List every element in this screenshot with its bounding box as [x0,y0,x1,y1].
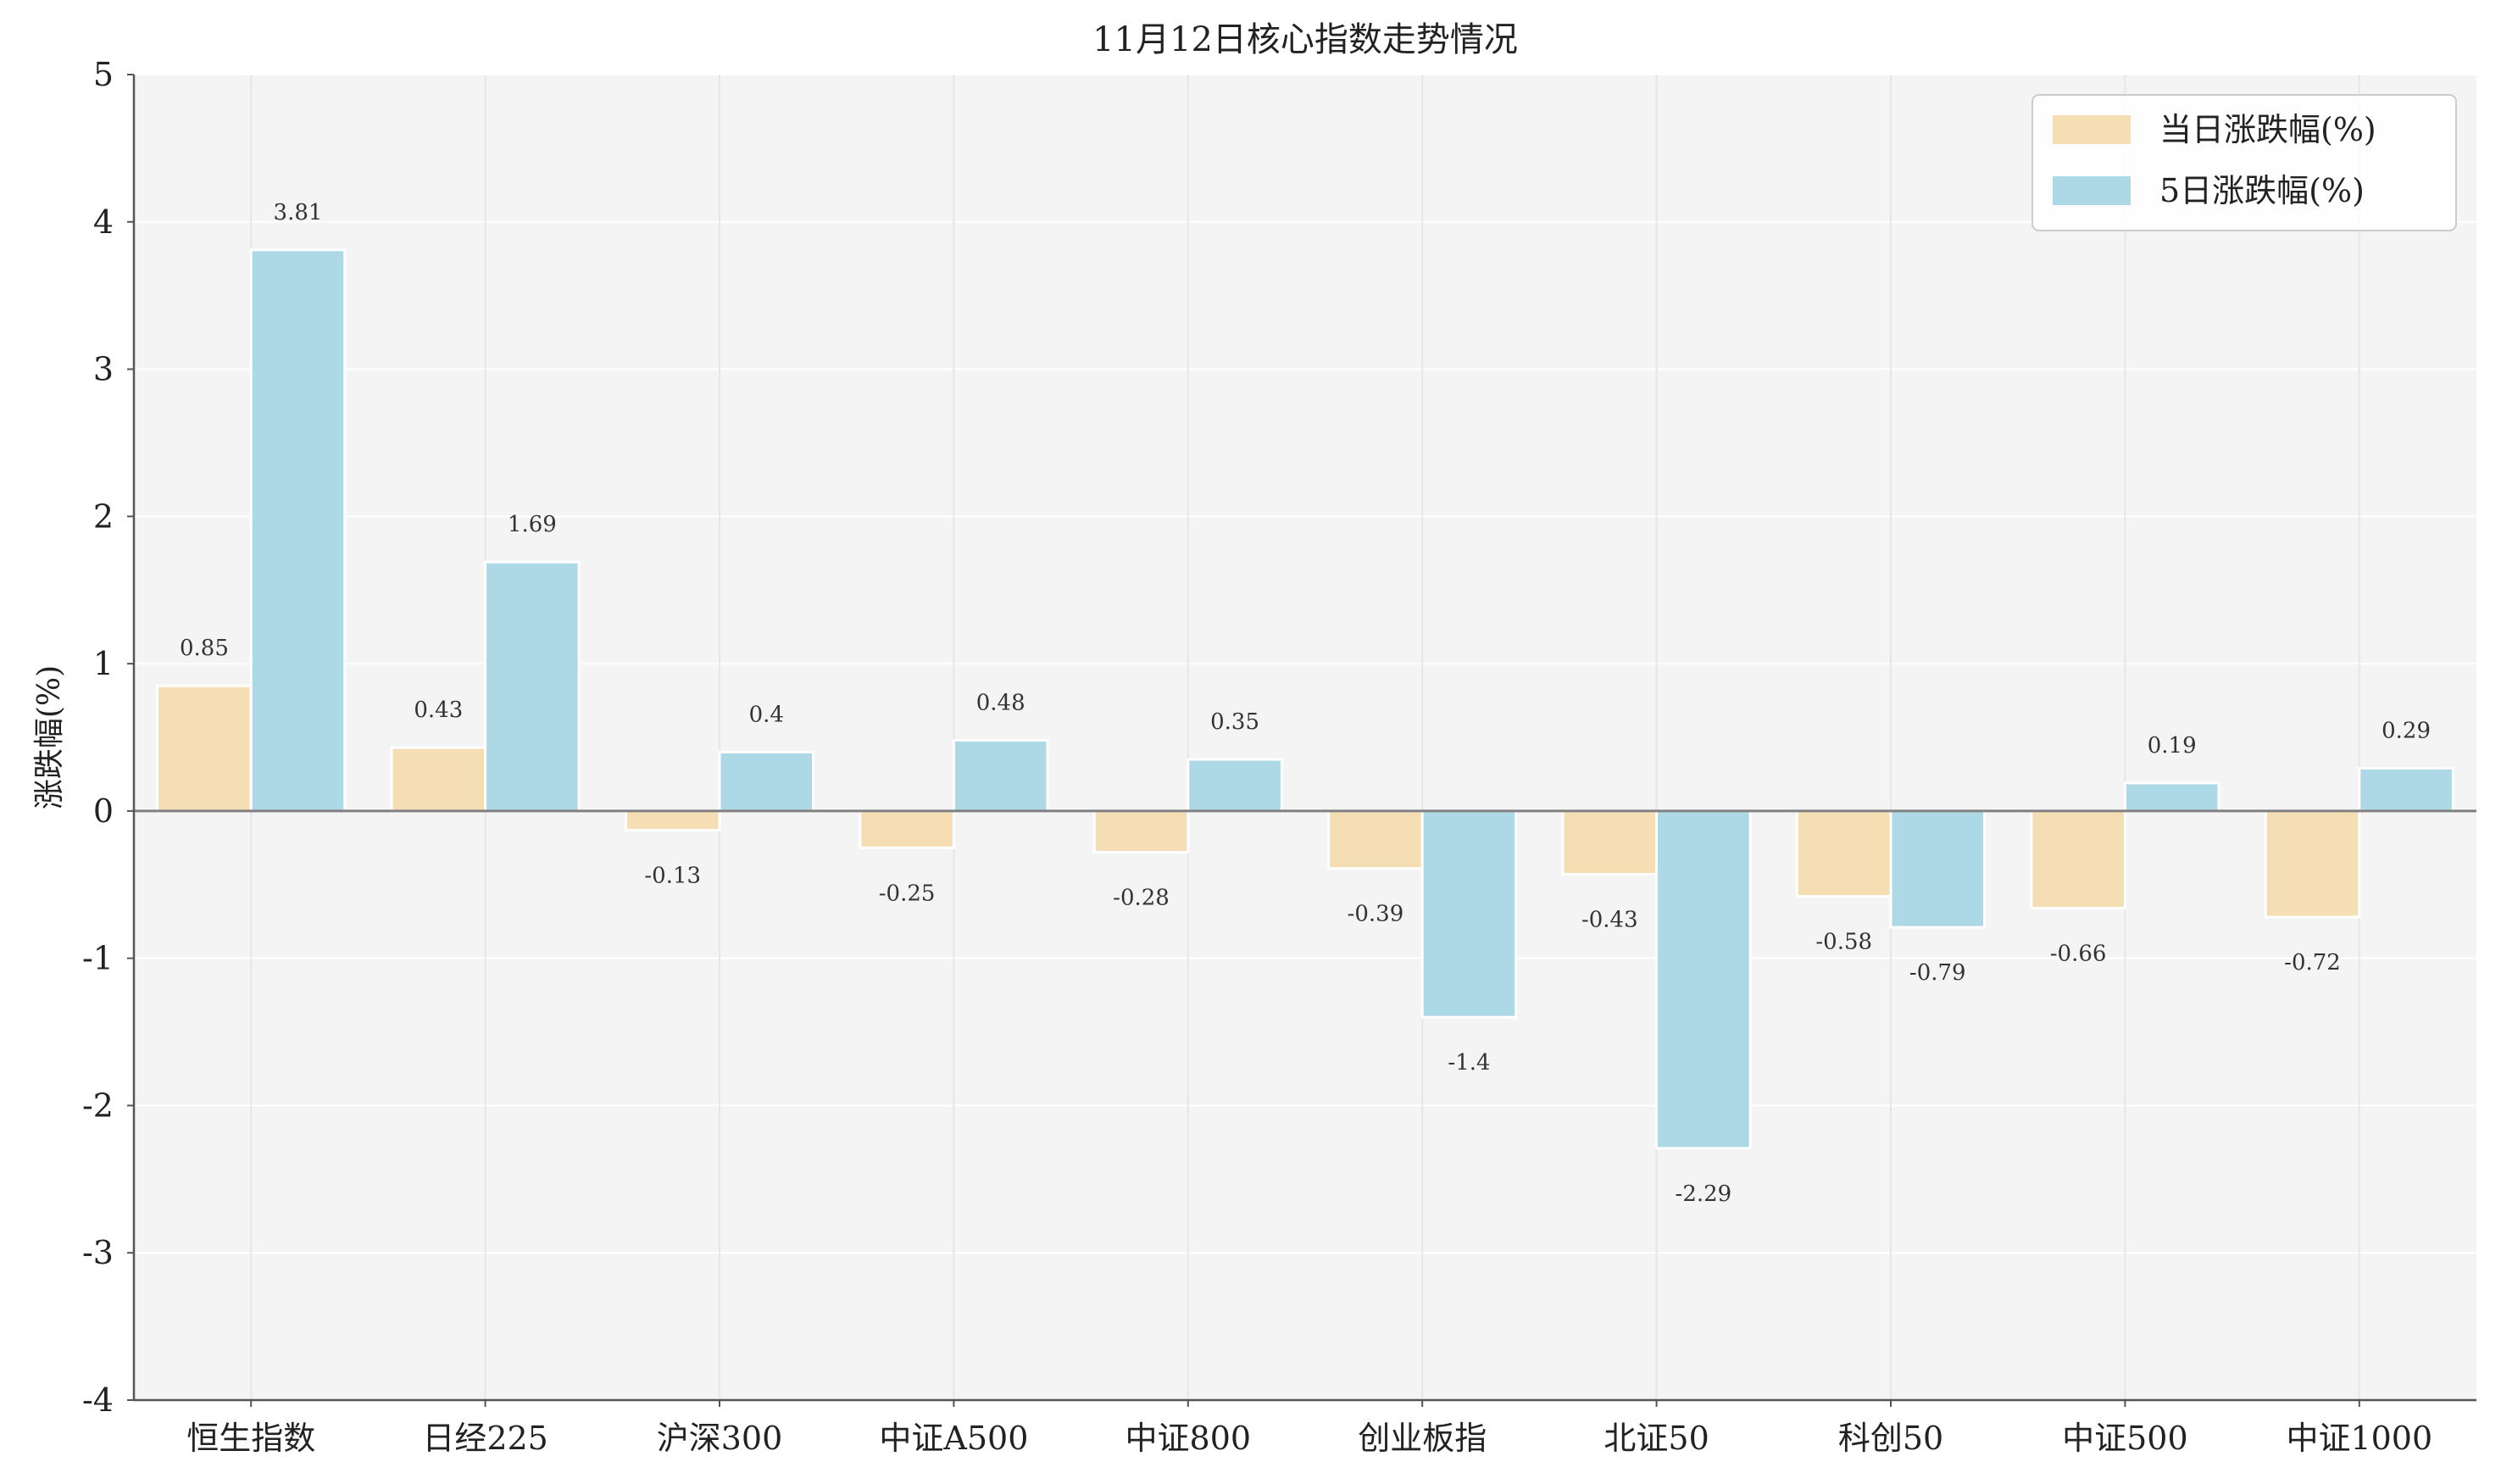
bar-daily [859,809,955,849]
bar-daily [156,684,253,813]
x-tick-label: 中证500 [2062,1420,2188,1457]
bar-daily [1327,809,1424,870]
x-tick-label: 沪深300 [657,1420,783,1457]
bar-5day [484,560,581,813]
axes [127,74,2476,1407]
data-label: -0.43 [1581,908,1638,933]
data-labels: 0.85 0.43 -0.13 -0.25 -0.28 -0.39 -0.43 -0.58 -0… [180,200,2431,1207]
y-tick-label: -1 [82,940,114,977]
chart-title: 11月12日核心指数走势情况 [1092,20,1518,59]
data-label: -0.13 [644,863,701,888]
x-tick-labels: 恒生指数 日经225 沪深300 中证A500 中证800 创业板指 北证50 科创50 中证5… [186,1420,2432,1457]
y-tick-label: -3 [82,1234,114,1271]
bar-5day [718,750,815,813]
y-tick-label: 0 [93,792,114,830]
x-tick-label: 恒生指数 [186,1420,315,1457]
data-label: 0.48 [976,690,1025,715]
data-label: -0.28 [1113,886,1170,911]
bar-daily [624,809,721,831]
data-label: 0.35 [1210,709,1259,735]
data-label: -1.4 [1448,1050,1490,1075]
x-tick-label: 创业板指 [1358,1420,1487,1457]
data-label: 0.19 [2148,733,2197,759]
data-label: -2.29 [1676,1181,1732,1207]
bar-5day [2123,781,2220,813]
y-tick-label: 4 [93,203,114,241]
legend-swatch-daily [2053,115,2131,144]
bar-daily [1795,809,1892,898]
bar-daily [2264,809,2361,919]
data-label: 3.81 [274,200,323,225]
data-label: 0.29 [2382,718,2431,743]
x-tick-label: 科创50 [1838,1420,1943,1457]
bar-daily [2030,809,2126,910]
x-tick-label: 中证1000 [2286,1420,2432,1457]
data-label: -0.58 [1815,930,1872,955]
y-tick-label: 3 [93,351,114,388]
data-label: -0.72 [2284,950,2341,975]
data-label: -0.79 [1909,960,1966,986]
bars [156,248,2454,1150]
x-tick-label: 日经225 [422,1420,548,1457]
data-label: -0.66 [2050,942,2107,967]
y-tick-label: 1 [93,645,114,682]
bar-5day [1889,809,1987,929]
y-axis-label: 涨跌幅(%) [32,665,67,809]
bar-daily [1092,809,1190,854]
bar-5day [249,248,347,813]
y-tick-label: 5 [93,56,114,93]
bar-5day [2358,766,2454,813]
x-tick-label: 北证50 [1603,1420,1709,1457]
legend-label-daily: 当日涨跌幅(%) [2159,111,2376,148]
data-label: -0.39 [1348,902,1404,927]
data-label: 0.43 [414,698,463,723]
legend-box [2031,94,2457,231]
y-tick-label: -4 [82,1381,114,1419]
data-label: 0.85 [180,636,229,661]
bar-5day [1187,758,1283,813]
y-tick-label: -2 [82,1087,114,1124]
bar-5day [1655,809,1752,1150]
x-tick-label: 中证800 [1125,1420,1252,1457]
data-label: -0.25 [879,881,936,906]
bar-5day [952,738,1049,813]
data-label: 1.69 [508,512,557,537]
x-tick-label: 中证A500 [879,1420,1028,1457]
bar-5day [1420,809,1518,1019]
legend-label-5day: 5日涨跌幅(%) [2159,172,2365,209]
bar-daily [390,746,487,813]
y-tick-labels: -4 -3 -2 -1 0 1 2 3 4 5 [82,56,114,1419]
legend: 当日涨跌幅(%) 5日涨跌幅(%) [2031,94,2457,231]
bar-daily [1561,809,1659,876]
legend-swatch-5day [2053,176,2131,205]
y-tick-label: 2 [93,497,114,535]
data-label: 0.4 [749,702,784,727]
